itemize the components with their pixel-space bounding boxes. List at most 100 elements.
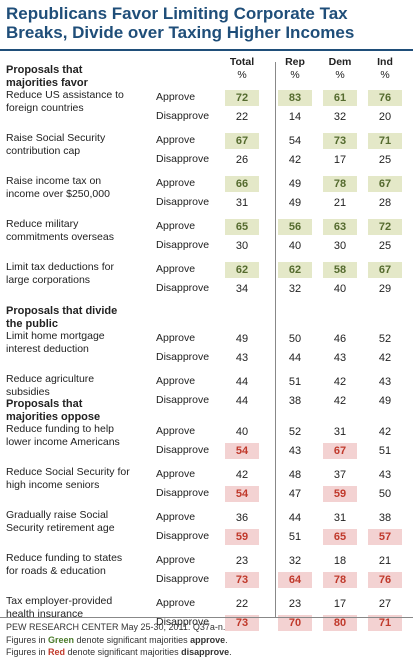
approve-value-rep: 52: [288, 426, 302, 438]
disapprove-row-label: Disapprove: [156, 351, 210, 363]
disapprove-value-total: 54: [225, 443, 259, 459]
disapprove-value-rep: 40: [288, 240, 302, 252]
disapprove-row-label: Disapprove: [156, 487, 210, 499]
approve-value-rep: 51: [288, 376, 302, 388]
disapprove-value-rep: 32: [288, 283, 302, 295]
footer-rule: [0, 617, 413, 618]
approve-value-rep: 48: [288, 469, 302, 481]
disapprove-value-ind: 49: [378, 395, 392, 407]
disapprove-row-label: Disapprove: [156, 394, 210, 406]
disapprove-value-total: 73: [225, 572, 259, 588]
proposal-label: Gradually raise Social Security retiremen…: [6, 509, 154, 534]
approve-row-label: Approve: [156, 263, 196, 275]
disapprove-value-total: 54: [225, 486, 259, 502]
approve-value-dem: 46: [333, 333, 347, 345]
section-title: Proposals that majorities favor: [6, 64, 88, 90]
disapprove-row-label: Disapprove: [156, 153, 210, 165]
proposal-label-line: high income seniors: [6, 478, 100, 491]
proposal-label-line: Reduce funding to help: [6, 423, 114, 435]
approve-value-rep: 83: [278, 90, 312, 106]
disapprove-value-rep: 47: [288, 488, 302, 500]
disapprove-value-total: 31: [235, 197, 249, 209]
approve-value-total: 36: [235, 512, 249, 524]
disapprove-value-dem: 43: [333, 352, 347, 364]
header-total: Total %: [225, 56, 259, 82]
proposal-label-line: contribution cap: [6, 144, 81, 157]
approve-value-rep: 44: [288, 512, 302, 524]
proposal-label-line: Gradually raise Social: [6, 509, 109, 521]
approve-row-label: Approve: [156, 597, 196, 609]
footer-red-prefix: Figures in: [6, 647, 49, 657]
proposal-label-line: Reduce funding to states: [6, 552, 123, 564]
disapprove-value-ind: 20: [378, 111, 392, 123]
disapprove-value-rep: 49: [288, 197, 302, 209]
disapprove-row-label: Disapprove: [156, 282, 210, 294]
approve-value-ind: 27: [378, 598, 392, 610]
approve-row-label: Approve: [156, 177, 196, 189]
footer-red-suffix: denote significant majorities: [65, 647, 182, 657]
footer-green-word: Green: [48, 635, 75, 645]
approve-value-ind: 21: [378, 555, 392, 567]
approve-row-label: Approve: [156, 91, 196, 103]
approve-value-dem: 78: [323, 176, 357, 192]
footer-red-word: Red: [48, 647, 66, 657]
header-total-label: Total: [229, 56, 255, 68]
approve-value-ind: 43: [378, 376, 392, 388]
disapprove-row-label: Disapprove: [156, 573, 210, 585]
proposal-label: Reduce agriculture subsidies: [6, 373, 154, 398]
approve-row-label: Approve: [156, 554, 196, 566]
approve-value-total: 65: [225, 219, 259, 235]
section-title-line: majorities favor: [6, 77, 88, 89]
proposal-label-line: income over $250,000: [6, 187, 110, 200]
disapprove-value-total: 26: [235, 154, 249, 166]
approve-value-total: 22: [235, 598, 249, 610]
disapprove-value-dem: 67: [323, 443, 357, 459]
proposal-label: Raise income tax on income over $250,000: [6, 175, 154, 200]
footer-red-note: Figures in Red denote significant majori…: [6, 647, 232, 658]
proposal-label-line: Security retirement age: [6, 521, 115, 534]
disapprove-value-dem: 21: [333, 197, 347, 209]
approve-row-label: Approve: [156, 375, 196, 387]
disapprove-value-total: 34: [235, 283, 249, 295]
approve-value-dem: 63: [323, 219, 357, 235]
approve-value-total: 62: [225, 262, 259, 278]
footer-green-suffix: denote significant majorities: [74, 635, 191, 645]
disapprove-row-label: Disapprove: [156, 444, 210, 456]
footer-source: PEW RESEARCH CENTER May 25-30, 2011. Q37…: [6, 622, 226, 632]
approve-value-total: 66: [225, 176, 259, 192]
approve-value-dem: 31: [333, 512, 347, 524]
disapprove-value-total: 44: [235, 395, 249, 407]
proposal-label: Raise Social Security contribution cap: [6, 132, 154, 157]
header-rep-pct: %: [290, 69, 300, 81]
proposal-label-line: lower income Americans: [6, 435, 120, 448]
disapprove-value-total: 43: [235, 352, 249, 364]
approve-value-total: 72: [225, 90, 259, 106]
disapprove-value-dem: 30: [333, 240, 347, 252]
section-title-line: majorities oppose: [6, 411, 101, 423]
disapprove-value-dem: 80: [323, 615, 357, 631]
disapprove-value-rep: 42: [288, 154, 302, 166]
header-ind-label: Ind: [377, 56, 393, 68]
footer-green-end: .: [225, 635, 228, 645]
proposal-label-line: commitments overseas: [6, 230, 114, 243]
header-ind-pct: %: [380, 69, 390, 81]
approve-value-total: 67: [225, 133, 259, 149]
disapprove-row-label: Disapprove: [156, 110, 210, 122]
proposal-label-line: Reduce US assistance to: [6, 89, 124, 101]
proposal-label-line: foreign countries: [6, 101, 84, 114]
section-title-line: the public: [6, 318, 58, 330]
header-ind: Ind %: [368, 56, 402, 82]
proposal-label-line: Reduce Social Security for: [6, 466, 130, 478]
disapprove-value-ind: 28: [378, 197, 392, 209]
disapprove-value-total: 30: [235, 240, 249, 252]
column-divider: [275, 62, 276, 617]
proposal-label: Tax employer-provided health insurance: [6, 595, 154, 620]
disapprove-row-label: Disapprove: [156, 196, 210, 208]
disapprove-value-rep: 44: [288, 352, 302, 364]
proposal-label-line: Limit home mortgage: [6, 330, 105, 342]
approve-value-dem: 31: [333, 426, 347, 438]
approve-value-dem: 61: [323, 90, 357, 106]
footer-red-bold: disapprove: [181, 647, 230, 657]
proposal-label: Reduce funding to states for roads & educ…: [6, 552, 154, 577]
disapprove-value-ind: 71: [368, 615, 402, 631]
